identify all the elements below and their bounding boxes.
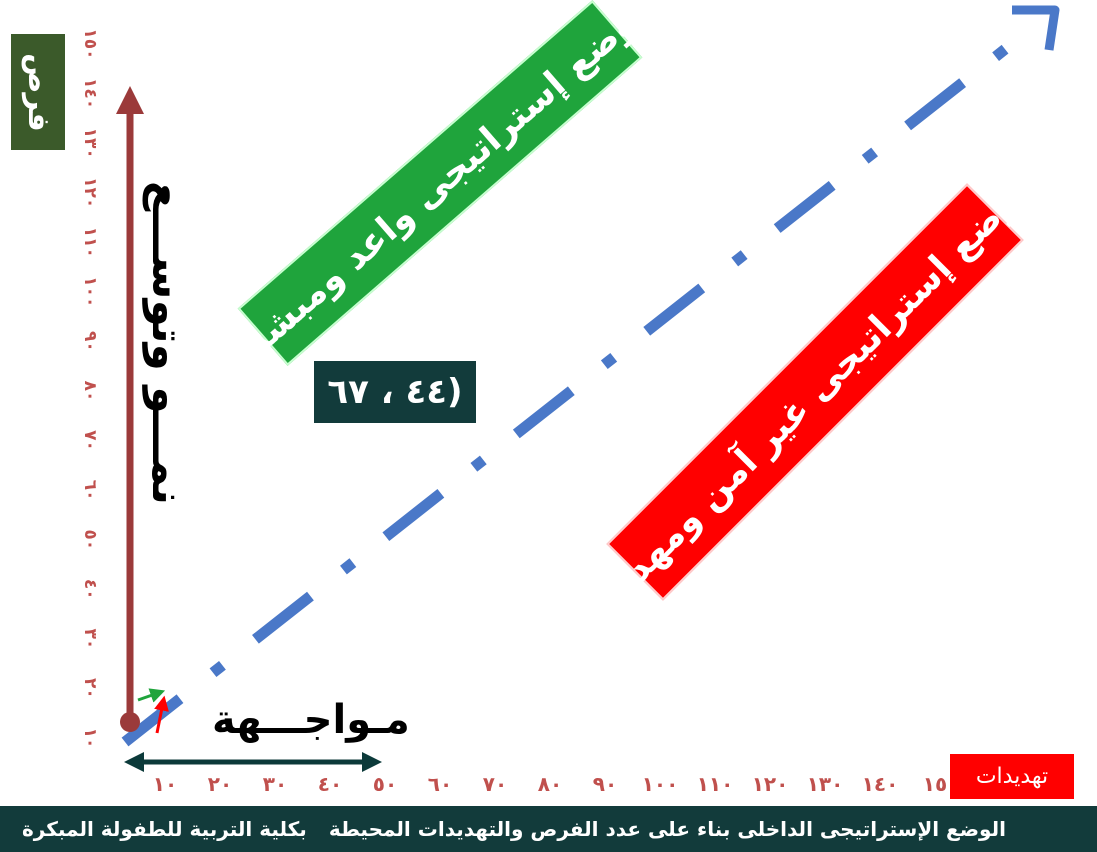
green-arrow [137, 688, 166, 703]
x-tick-label: ٤٠ [318, 772, 342, 796]
growth-expansion-label: نمـــو وتوســـع [142, 181, 193, 505]
footer-main-text: الوضع الإستراتيجى الداخلى بناء على عدد ا… [328, 817, 1006, 841]
y-tick-label: ١٠ [80, 728, 100, 749]
y-tick-label: ١١٠ [80, 227, 100, 258]
diagonal-arrow-head [1012, 5, 1060, 51]
x-tick-label: ٧٠ [483, 772, 507, 796]
y-tick-label: ١٥٠ [80, 28, 100, 59]
y-tick-label: ٣٠ [80, 628, 100, 649]
x-tick-label: ١٥ [923, 772, 947, 796]
y-tick-label: ٨٠ [80, 381, 100, 402]
x-tick-label: ٢٠ [208, 772, 232, 796]
diagonal-dash-line [121, 23, 1036, 747]
y-tick-label: ١٠٠ [80, 276, 100, 307]
y-tick-label: ٧٠ [80, 430, 100, 451]
x-axis-ticks: ١٠ ٢٠ ٣٠ ٤٠ ٥٠ ٦٠ ٧٠ ٨٠ ٩٠ ١٠٠ ١١٠ ١٢٠ ١٣٠ ١٤٠ ١٥ [153, 772, 947, 796]
y-tick-label: ٥٠ [80, 529, 100, 550]
y-tick-label: ١٣٠ [80, 128, 100, 159]
y-tick-label: ١٢٠ [80, 177, 100, 208]
threats-axis-label: تهديدات [950, 754, 1074, 799]
opportunities-axis-text: فرص [20, 52, 56, 132]
origin-point [120, 712, 140, 732]
footer-college-text: بكلية التربية للطفولة المبكرة [22, 817, 307, 841]
x-tick-label: ٣٠ [263, 772, 287, 796]
x-tick-label: ١٠ [153, 772, 177, 796]
x-tick-label: ٨٠ [538, 772, 562, 796]
y-tick-label: ١٤٠ [80, 78, 100, 109]
x-tick-label: ١٣٠ [807, 772, 844, 796]
y-tick-label: ٤٠ [80, 579, 100, 600]
y-tick-label: ٦٠ [80, 480, 100, 501]
x-tick-label: ١٤٠ [862, 772, 899, 796]
x-tick-label: ١٢٠ [752, 772, 789, 796]
red-arrow [154, 695, 169, 734]
point-coordinate-label: (٤٤ ، ٦٧ [314, 361, 476, 423]
footer-bar: الوضع الإستراتيجى الداخلى بناء على عدد ا… [0, 806, 1097, 852]
y-tick-label: ٢٠ [80, 678, 100, 699]
confrontation-label: مـواجـــهة [212, 697, 410, 743]
x-tick-label: ١٠٠ [642, 772, 679, 796]
x-tick-label: ٩٠ [593, 772, 617, 796]
x-tick-label: ١١٠ [697, 772, 734, 796]
x-tick-label: ٦٠ [428, 772, 452, 796]
x-tick-label: ٥٠ [373, 772, 397, 796]
opportunities-axis-label: فرص [11, 34, 65, 150]
y-axis-ticks: ١٠ ٢٠ ٣٠ ٤٠ ٥٠ ٦٠ ٧٠ ٨٠ ٩٠ ١٠٠ ١١٠ ١٢٠ ١٣٠ ١٤٠ ١٥٠ [80, 28, 100, 748]
y-tick-label: ٩٠ [80, 331, 100, 352]
